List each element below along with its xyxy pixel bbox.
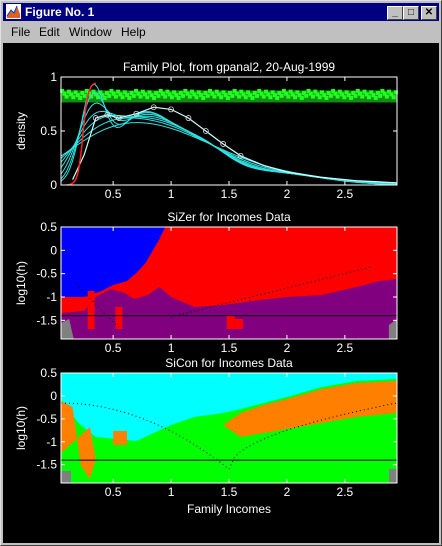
y-tick-label: 0	[50, 389, 57, 403]
x-tick-label: 2	[284, 187, 291, 201]
main-density-curve	[72, 106, 398, 184]
curve-marker	[133, 110, 140, 117]
curve-marker	[150, 104, 157, 111]
sizer-red-spike	[234, 319, 243, 329]
sizer-red-spike	[115, 307, 123, 329]
y-tick-label: -0.5	[36, 412, 57, 426]
x-tick-label: 0.5	[105, 485, 122, 499]
red-density-curve	[66, 82, 97, 186]
y-tick-label: -1.5	[36, 313, 57, 327]
sicon-convex-patch	[113, 431, 128, 445]
x-tick-label: 1	[168, 341, 175, 355]
matlab-logo-icon	[6, 4, 21, 19]
maximize-icon: □	[407, 7, 415, 18]
sizer-not-significant-region	[61, 279, 397, 339]
curve-marker	[185, 115, 192, 121]
y-axis-label: log10(h)	[14, 406, 28, 450]
curve-marker	[168, 106, 174, 113]
y-tick-label: 0.5	[40, 366, 57, 380]
x-tick-label: 2	[284, 341, 291, 355]
curve-marker	[116, 115, 122, 121]
x-tick-label: 1	[168, 485, 175, 499]
curve-marker	[220, 141, 227, 147]
y-tick-label: -0.5	[36, 267, 57, 281]
x-tick-label: 2.5	[337, 187, 354, 201]
y-tick-label: -1.5	[36, 458, 57, 472]
y-tick-label: 0.5	[40, 124, 57, 138]
menu-window[interactable]: Window	[69, 25, 112, 39]
window-title: Figure No. 1	[25, 5, 95, 19]
sicon-convex-region-left	[61, 401, 96, 479]
maximize-button[interactable]: □	[403, 6, 419, 20]
curve-marker	[237, 152, 244, 159]
title-bar[interactable]: Figure No. 1 _ □ ✕	[3, 3, 439, 21]
x-tick-label: 2.5	[337, 341, 354, 355]
plot-title: Family Plot, from gpanal2, 20-Aug-1999	[123, 60, 335, 74]
y-tick-label: 0	[50, 243, 57, 257]
sizer-increasing-region	[61, 227, 166, 297]
sizer-red-spike	[226, 315, 235, 329]
x-tick-label: 1	[168, 187, 175, 201]
menu-help[interactable]: Help	[121, 25, 146, 39]
close-icon: ✕	[424, 7, 434, 18]
close-button[interactable]: ✕	[421, 6, 437, 20]
sicon-sparse-left	[61, 471, 71, 483]
sizer-red-spike	[87, 291, 95, 329]
curve-marker	[104, 111, 111, 118]
data-point-band	[61, 90, 397, 103]
plots-svg: 0.5 1 1.5 2 2.5 0 0.5 1 Family Plot, from gpanal…	[14, 60, 398, 516]
minimize-icon: _	[392, 7, 398, 18]
x-tick-label: 1.5	[221, 485, 238, 499]
plot-title: SiZer for Incomes Data	[167, 210, 291, 224]
figure-canvas: 0.5 1 1.5 2 2.5 0 0.5 1 Family Plot, from gpanal…	[3, 43, 439, 543]
sizer-window-dots-left	[78, 286, 119, 328]
y-tick-label: -1	[46, 290, 57, 304]
y-tick-label: 1	[50, 70, 57, 84]
sicon-convex-region-right	[223, 381, 397, 437]
curve-marker	[92, 115, 99, 121]
y-tick-label: 0	[50, 178, 57, 192]
y-tick-label: -1	[46, 435, 57, 449]
menu-bar: File Edit Window Help	[3, 22, 439, 42]
x-tick-label: 1.5	[221, 341, 238, 355]
y-tick-label: 0.5	[40, 220, 57, 234]
x-tick-label: 2	[284, 485, 291, 499]
y-axis-label: density	[14, 112, 28, 150]
menu-edit[interactable]: Edit	[39, 25, 60, 39]
sicon-window-dots-right	[228, 402, 398, 470]
sicon-window-dots-left	[60, 402, 230, 470]
curve-marker	[202, 128, 209, 134]
sizer-sparse-left	[61, 319, 74, 339]
plot-title: SiCon for Incomes Data	[165, 356, 293, 370]
sicon-sparse-right	[389, 469, 397, 483]
y-axis-label: log10(h)	[14, 261, 28, 305]
x-tick-label: 0.5	[105, 341, 122, 355]
x-tick-label: 2.5	[337, 485, 354, 499]
x-tick-label: 1.5	[221, 187, 238, 201]
menu-file[interactable]: File	[11, 25, 31, 39]
sizer-sparse-right	[388, 319, 397, 339]
x-tick-label: 0.5	[105, 187, 122, 201]
x-axis-label: Family Incomes	[187, 502, 271, 516]
minimize-button[interactable]: _	[387, 6, 403, 20]
